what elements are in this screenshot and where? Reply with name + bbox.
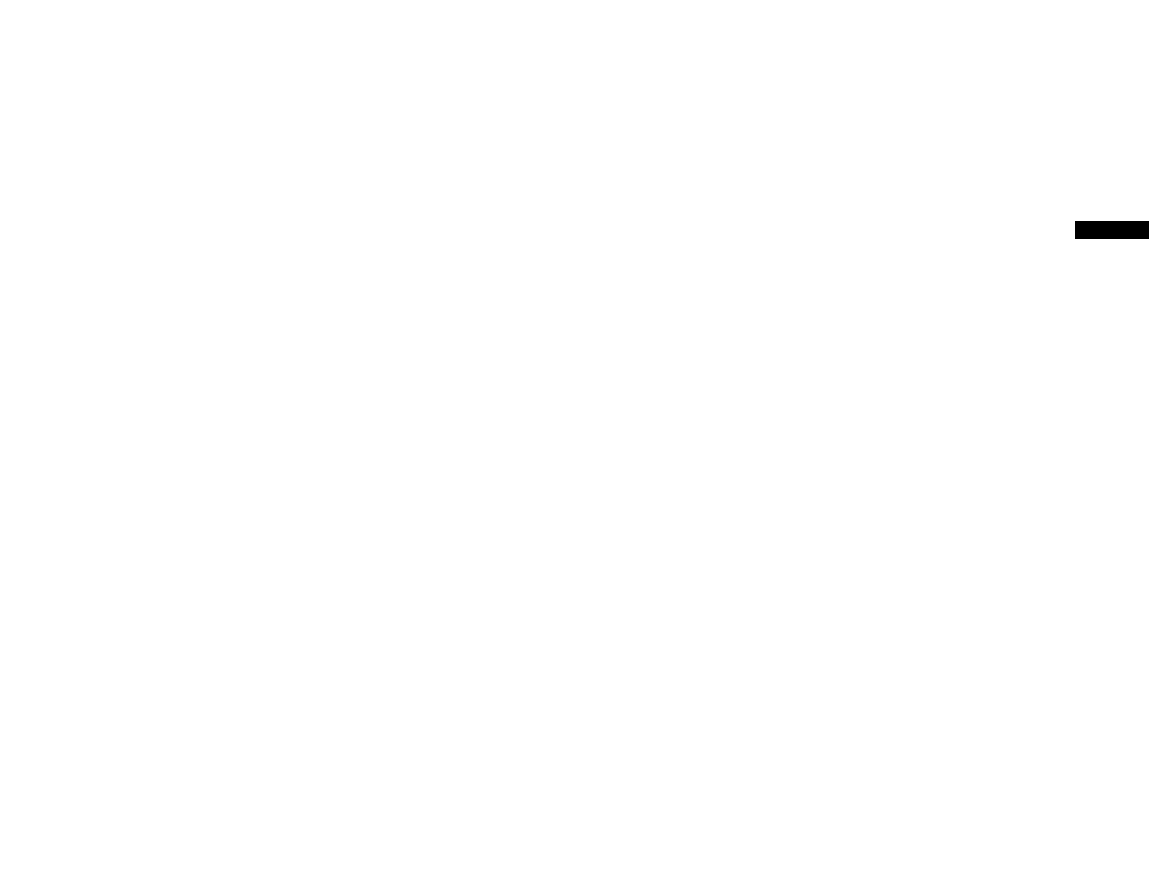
current-price-badge [1075, 221, 1149, 239]
